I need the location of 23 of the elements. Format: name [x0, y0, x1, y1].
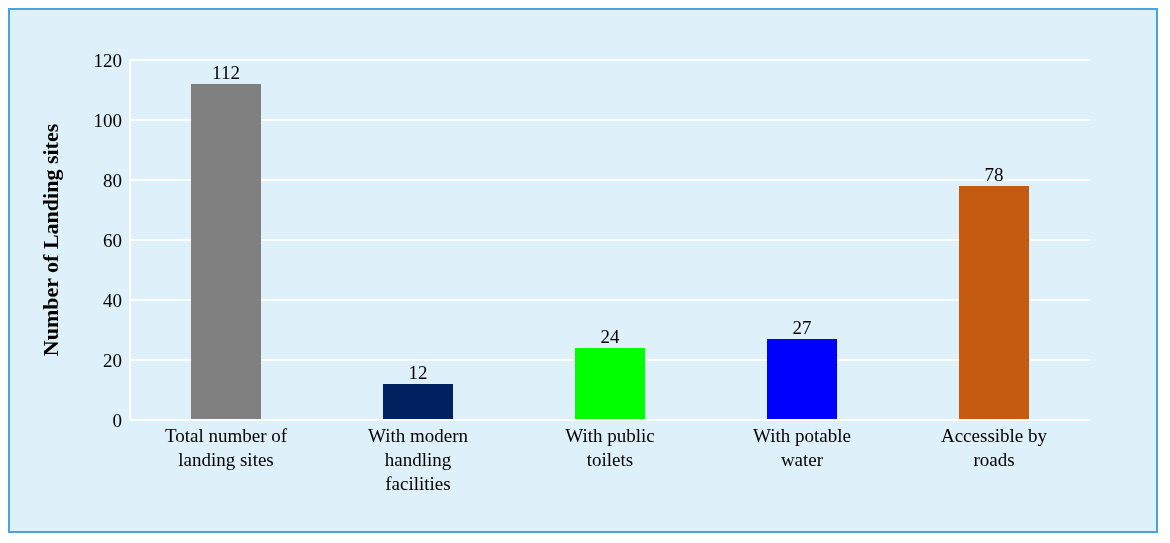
- bar: [767, 339, 837, 420]
- y-axis-title: Number of Landing sites: [37, 123, 63, 357]
- y-tick-label: 120: [93, 49, 122, 71]
- y-tick-label: 100: [93, 109, 122, 131]
- bar: [383, 384, 453, 420]
- y-tick-label: 40: [103, 289, 122, 311]
- bar: [959, 186, 1029, 420]
- x-tick-label: Total number of landing sites: [164, 425, 288, 470]
- bar: [191, 84, 261, 420]
- x-tick-label: With public toilets: [565, 425, 655, 470]
- x-tick-label: Accessible by roads: [940, 425, 1048, 470]
- y-tick-label: 80: [103, 169, 122, 191]
- x-tick-label: With potable water: [753, 425, 851, 470]
- data-label: 78: [984, 164, 1004, 185]
- data-label: 24: [600, 326, 620, 347]
- data-label: 27: [792, 317, 812, 338]
- data-label: 12: [408, 362, 428, 383]
- y-tick-label: 20: [103, 349, 122, 371]
- y-tick-label: 60: [103, 229, 122, 251]
- bar: [575, 348, 645, 420]
- x-tick-label: With modern handling facilities: [367, 425, 469, 494]
- y-tick-label: 0: [112, 409, 122, 431]
- data-label: 112: [212, 62, 240, 83]
